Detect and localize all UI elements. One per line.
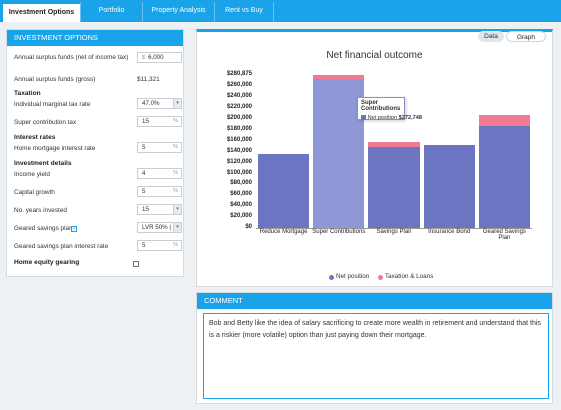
mortgage-rate-label: Home mortgage interest rate <box>14 145 96 152</box>
surplus-gross-label: Annual surplus funds (gross) <box>14 76 96 83</box>
super-tax-value: 15 <box>142 118 149 125</box>
legend-tax-swatch <box>378 275 383 280</box>
years-label: No. years invested <box>14 207 67 214</box>
investment-heading: Investment details <box>14 160 72 167</box>
y-tick-label: $220,000 <box>226 104 252 111</box>
tooltip-value: $272,748 <box>398 115 423 121</box>
geared-select[interactable]: LVR 50% | 1: ▾ <box>137 222 182 233</box>
comment-textarea[interactable]: Bob and Betty like the idea of salary sa… <box>203 313 549 399</box>
percent-unit: % <box>173 144 178 150</box>
y-tick-label: $180,000 <box>226 125 252 132</box>
chart-tooltip: Super Contributions Net position $272,74… <box>357 97 422 121</box>
data-toggle-button[interactable]: Data <box>478 31 504 42</box>
top-tab-bar: Investment Options Portfolio Property An… <box>0 0 561 22</box>
percent-unit: % <box>173 170 178 176</box>
equity-checkbox[interactable] <box>133 261 139 267</box>
income-yield-label: Income yield <box>14 171 50 178</box>
x-tick-label: Super Contributions <box>312 229 366 235</box>
x-tick-label: Reduce Mortgage <box>259 229 308 235</box>
years-select[interactable]: 15 ▾ <box>137 204 182 215</box>
mortgage-rate-input[interactable]: 5 % <box>137 142 182 153</box>
tab-portfolio[interactable]: Portfolio <box>80 2 142 22</box>
marginal-rate-value: 47.0% <box>142 100 160 107</box>
taxation-heading: Taxation <box>14 90 41 97</box>
geared-rate-input[interactable]: 5 % <box>137 240 182 251</box>
y-tick-label: $20,000 <box>230 213 252 220</box>
tooltip-title: Super Contributions <box>361 100 401 112</box>
years-value: 15 <box>142 206 149 213</box>
investment-options-panel: INVESTMENT OPTIONS Annual surplus funds … <box>6 29 184 277</box>
marginal-rate-select[interactable]: 47.0% ▾ <box>137 98 182 109</box>
income-yield-value: 4 <box>142 170 146 177</box>
tab-investment-options[interactable]: Investment Options <box>3 2 80 22</box>
bar-net-position[interactable] <box>423 145 475 228</box>
geared-value: LVR 50% | 1: <box>142 224 178 231</box>
legend-tax-label[interactable]: Taxation & Loans <box>385 273 434 280</box>
comment-header: COMMENT <box>197 293 552 309</box>
capital-growth-label: Capital growth <box>14 189 55 196</box>
legend-net-label[interactable]: Net position <box>336 273 370 280</box>
legend-net-swatch <box>329 275 334 280</box>
y-tick-label: $40,000 <box>230 202 252 209</box>
bar-net-position[interactable] <box>478 126 531 228</box>
mortgage-rate-value: 5 <box>142 144 146 151</box>
geared-label: Geared savings plan <box>14 225 73 232</box>
super-tax-label: Super contribution tax <box>14 119 77 126</box>
x-axis-line <box>256 228 532 229</box>
x-tick-label: Insurance Bond <box>428 229 471 235</box>
graph-toggle-button[interactable]: Graph <box>506 31 546 42</box>
tooltip-swatch <box>361 115 366 121</box>
income-yield-input[interactable]: 4 % <box>137 168 182 179</box>
surplus-net-input[interactable]: $6,000 <box>137 52 182 63</box>
x-tick-label: Geared Savings Plan <box>482 229 526 241</box>
tab-property-analysis[interactable]: Property Analysis <box>142 2 214 22</box>
comment-panel: COMMENT Bob and Betty like the idea of s… <box>196 292 553 404</box>
tab-rent-vs-buy[interactable]: Rent vs Buy <box>214 2 274 22</box>
geared-rate-label: Geared savings plan interest rate <box>14 243 109 250</box>
geared-checkbox[interactable] <box>71 225 77 232</box>
chevron-down-icon: ▾ <box>173 99 181 108</box>
bar-taxation-loans[interactable] <box>368 142 420 148</box>
bar-net-position[interactable] <box>368 147 420 228</box>
y-tick-label: $60,000 <box>230 191 252 198</box>
equity-label: Home equity gearing <box>14 259 80 266</box>
super-tax-input[interactable]: 15 % <box>137 116 182 127</box>
y-tick-label: $100,000 <box>226 169 252 176</box>
chevron-down-icon: ▾ <box>173 223 181 232</box>
percent-unit: % <box>173 118 178 124</box>
marginal-rate-label: Individual marginal tax rate <box>14 101 91 108</box>
y-tick-label: $200,000 <box>226 115 252 122</box>
capital-growth-input[interactable]: 5 % <box>137 186 182 197</box>
capital-growth-value: 5 <box>142 188 146 195</box>
dollar-prefix: $ <box>142 55 146 61</box>
bar-net-position[interactable] <box>313 79 365 228</box>
y-tick-label: $120,000 <box>226 158 252 165</box>
investment-options-header: INVESTMENT OPTIONS <box>7 30 183 46</box>
y-tick-label: $280,875 <box>226 71 252 77</box>
y-tick-label: $80,000 <box>230 180 252 187</box>
y-tick-label: $140,000 <box>226 147 252 154</box>
y-tick-label: $0 <box>245 224 252 230</box>
geared-rate-value: 5 <box>142 242 146 249</box>
bar-taxation-loans[interactable] <box>313 75 365 80</box>
chevron-down-icon: ▾ <box>173 205 181 214</box>
bar-taxation-loans[interactable] <box>478 114 531 127</box>
chart-title: Net financial outcome <box>326 50 423 61</box>
surplus-net-label: Annual surplus funds (net of income tax) <box>14 54 129 61</box>
surplus-net-value: 6,000 <box>148 54 164 61</box>
interest-heading: Interest rates <box>14 134 56 141</box>
y-tick-label: $260,000 <box>226 82 252 89</box>
y-tick-label: $160,000 <box>226 136 252 143</box>
bar-net-position[interactable] <box>257 154 310 228</box>
surplus-gross-value: $11,321 <box>137 76 160 83</box>
y-tick-label: $240,000 <box>226 93 252 100</box>
tooltip-series: Net position <box>367 115 398 121</box>
percent-unit: % <box>173 188 178 194</box>
percent-unit: % <box>173 242 178 248</box>
x-tick-label: Savings Plan <box>376 229 412 235</box>
